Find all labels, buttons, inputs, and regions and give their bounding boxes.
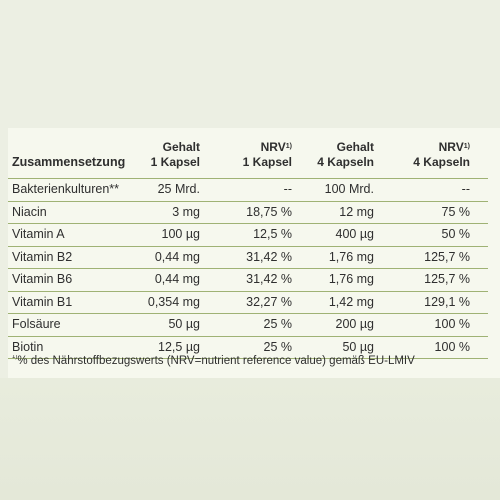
content-1-capsule: 3 mg xyxy=(172,204,200,219)
header-label: NRV1) xyxy=(413,140,470,155)
nutrient-name: Vitamin A xyxy=(12,227,65,241)
header-label-text: NRV xyxy=(260,140,286,154)
footnote-marker: 1) xyxy=(12,355,18,360)
header-label: 1 Kapsel xyxy=(150,155,200,169)
header-content-4-capsules: Gehalt 4 Kapseln xyxy=(317,140,374,170)
header-label: Gehalt xyxy=(336,140,374,154)
content-4-capsules: 100 Mrd. xyxy=(324,182,374,196)
nrv-1-capsule: 31,42 % xyxy=(246,249,292,264)
table-row: Niacin 3 mg 18,75 % 12 mg 75 % xyxy=(8,202,488,224)
header-nrv-4-capsules: NRV1) 4 Kapseln xyxy=(413,140,470,170)
footnote: 1)% des Nährstoffbezugswerts (NRV=nutrie… xyxy=(12,355,492,367)
nrv-4-capsules: 75 % xyxy=(441,204,471,219)
nrv-1-capsule: 25 % xyxy=(263,339,293,354)
content-4-capsules: 200 µg xyxy=(335,317,374,331)
header-nrv-1-capsule: NRV1) 1 Kapsel xyxy=(243,140,292,170)
header-label: 4 Kapseln xyxy=(317,155,374,169)
table-row: Vitamin A 100 µg 12,5 % 400 µg 50 % xyxy=(8,224,488,247)
header-label: 1 Kapsel xyxy=(242,155,292,169)
footnote-text: % des Nährstoffbezugswerts (NRV=nutrient… xyxy=(17,355,415,367)
header-composition: Zusammensetzung xyxy=(12,155,125,170)
nutrient-name: Vitamin B6 xyxy=(12,272,73,286)
nutrient-name: Vitamin B2 xyxy=(12,249,73,264)
nrv-4-capsules: -- xyxy=(461,182,470,196)
content-4-capsules: 1,42 mg xyxy=(328,294,374,309)
nrv-1-capsule: 12,5 % xyxy=(253,227,292,241)
nrv-4-capsules: 100 % xyxy=(434,339,470,354)
nrv-1-capsule: 18,75 % xyxy=(246,204,292,219)
header-label: Gehalt xyxy=(162,140,200,154)
header-composition-label: Zusammensetzung xyxy=(12,155,126,169)
table-row: Biotin 12,5 µg 25 % 50 µg 100 % xyxy=(8,337,488,359)
nrv-4-capsules: 129,1 % xyxy=(424,294,470,309)
nutrient-name: Biotin xyxy=(12,339,44,354)
table-row: Folsäure 50 µg 25 % 200 µg 100 % xyxy=(8,314,488,337)
nrv-4-capsules: 125,7 % xyxy=(424,272,470,286)
nutrient-table: Bakterienkulturen** 25 Mrd. -- 100 Mrd. … xyxy=(8,178,488,359)
nutrient-name: Vitamin B1 xyxy=(12,294,73,309)
nrv-1-capsule: 25 % xyxy=(263,317,293,331)
content-4-capsules: 1,76 mg xyxy=(328,249,374,264)
content-4-capsules: 1,76 mg xyxy=(328,272,374,286)
content-4-capsules: 12 mg xyxy=(339,204,374,219)
table-row: Vitamin B1 0,354 mg 32,27 % 1,42 mg 129,… xyxy=(8,292,488,314)
nutrient-name: Niacin xyxy=(12,204,47,219)
nrv-4-capsules: 50 % xyxy=(441,227,471,241)
content-1-capsule: 0,44 mg xyxy=(154,272,200,286)
nrv-4-capsules: 100 % xyxy=(434,317,470,331)
content-1-capsule: 0,354 mg xyxy=(147,294,200,309)
content-1-capsule: 0,44 mg xyxy=(154,249,200,264)
nrv-1-capsule: 32,27 % xyxy=(246,294,292,309)
header-content-1-capsule: Gehalt 1 Kapsel xyxy=(151,140,200,170)
nutrient-name: Folsäure xyxy=(12,317,61,331)
footnote-marker: 1) xyxy=(285,143,292,150)
content-1-capsule: 12,5 µg xyxy=(158,339,200,354)
table-row: Bakterienkulturen** 25 Mrd. -- 100 Mrd. … xyxy=(8,178,488,202)
table-row: Vitamin B6 0,44 mg 31,42 % 1,76 mg 125,7… xyxy=(8,269,488,292)
nutrient-name: Bakterienkulturen** xyxy=(12,182,120,196)
nrv-1-capsule: -- xyxy=(283,182,292,196)
header-label: 4 Kapseln xyxy=(413,155,470,169)
package-background xyxy=(0,378,500,500)
header-label-text: NRV xyxy=(438,140,464,154)
content-4-capsules: 400 µg xyxy=(335,227,374,241)
nrv-4-capsules: 125,7 % xyxy=(424,249,470,264)
nrv-1-capsule: 31,42 % xyxy=(246,272,292,286)
footnote-marker: 1) xyxy=(463,143,470,150)
table-row: Vitamin B2 0,44 mg 31,42 % 1,76 mg 125,7… xyxy=(8,247,488,269)
content-1-capsule: 25 Mrd. xyxy=(157,182,200,196)
content-1-capsule: 100 µg xyxy=(161,227,200,241)
content-1-capsule: 50 µg xyxy=(168,317,200,331)
table-header: Zusammensetzung Gehalt 1 Kapsel NRV1) 1 … xyxy=(8,140,488,184)
content-4-capsules: 50 µg xyxy=(342,339,374,354)
header-label: NRV1) xyxy=(243,140,292,155)
